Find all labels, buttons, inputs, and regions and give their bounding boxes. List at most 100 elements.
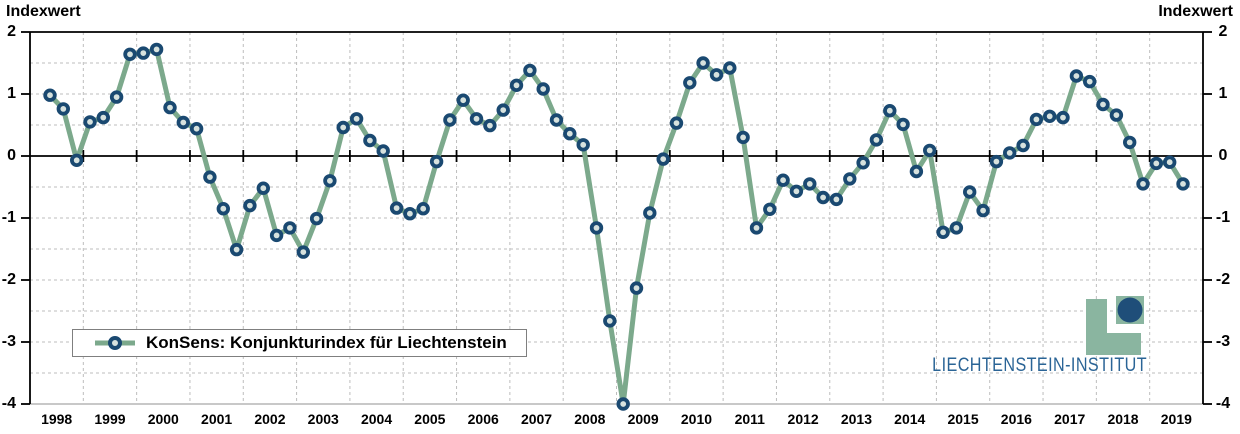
data-point xyxy=(909,164,924,179)
y-tick-label-left: 0 xyxy=(7,147,16,164)
data-point xyxy=(123,47,137,62)
data-point xyxy=(749,221,764,235)
data-point xyxy=(389,201,404,215)
data-point xyxy=(69,153,84,168)
institute-logo: LIECHTENSTEIN-INSTITUT xyxy=(887,293,1147,385)
data-point xyxy=(1162,155,1177,169)
x-tick-label: 2010 xyxy=(680,411,713,427)
data-point xyxy=(283,221,297,235)
data-point xyxy=(656,152,670,166)
data-point xyxy=(989,154,1004,169)
x-tick-label: 2007 xyxy=(520,411,553,427)
x-tick-label: 1998 xyxy=(41,411,73,427)
y-tick-label-left: -2 xyxy=(1,271,16,288)
data-point xyxy=(509,78,524,93)
data-point xyxy=(456,93,470,107)
x-tick-label: 2009 xyxy=(627,411,659,427)
data-point xyxy=(896,117,910,132)
right-axis-title: Indexwert xyxy=(1158,3,1233,20)
data-point xyxy=(763,202,777,217)
x-tick-label: 2012 xyxy=(787,411,819,427)
data-point xyxy=(1109,108,1124,122)
x-tick-label: 2014 xyxy=(894,411,926,427)
data-point xyxy=(1122,135,1137,150)
data-point xyxy=(723,61,737,75)
x-tick-label: 2011 xyxy=(734,411,765,427)
data-point xyxy=(1096,97,1110,112)
data-point xyxy=(576,138,590,152)
data-point xyxy=(563,126,577,141)
data-point xyxy=(603,314,617,328)
x-tick-label: 2001 xyxy=(201,411,233,427)
x-tick-label: 2013 xyxy=(840,411,872,427)
data-point xyxy=(469,112,484,126)
x-tick-label: 2004 xyxy=(360,411,393,427)
data-point xyxy=(536,82,550,96)
y-tick-label-left: -1 xyxy=(1,209,16,226)
data-point xyxy=(883,103,897,118)
data-point xyxy=(549,113,564,127)
data-point xyxy=(589,221,604,235)
data-point xyxy=(789,184,804,199)
data-point xyxy=(1029,112,1044,127)
data-point xyxy=(736,130,750,145)
x-tick-label: 2018 xyxy=(1107,411,1139,427)
legend-label: KonSens: Konjunkturindex für Liechtenste… xyxy=(146,333,507,352)
y-tick-label-right: -2 xyxy=(1215,271,1231,288)
data-point xyxy=(776,173,790,187)
data-point xyxy=(683,76,697,90)
data-point xyxy=(923,143,937,158)
data-point xyxy=(323,174,337,188)
data-point xyxy=(216,201,231,216)
data-point xyxy=(429,154,444,169)
y-tick-label-right: 0 xyxy=(1218,147,1228,164)
institute-logo-text: LIECHTENSTEIN-INSTITUT xyxy=(932,355,1147,376)
y-tick-label-left: 2 xyxy=(7,23,16,40)
data-point xyxy=(843,172,857,186)
data-point xyxy=(1149,156,1164,171)
legend-marker-icon xyxy=(95,336,135,350)
data-point xyxy=(176,115,191,130)
data-point xyxy=(163,100,177,115)
data-point xyxy=(269,228,284,243)
data-point xyxy=(523,63,537,78)
data-point xyxy=(376,144,390,158)
y-tick-label-left: -3 xyxy=(1,333,16,350)
data-point xyxy=(629,281,644,295)
data-point xyxy=(829,192,844,207)
data-point xyxy=(976,203,990,218)
data-point xyxy=(403,206,417,221)
data-point xyxy=(416,201,430,216)
x-tick-label: 2016 xyxy=(1000,411,1032,427)
data-point xyxy=(616,397,630,411)
data-point xyxy=(136,46,151,60)
data-point xyxy=(963,185,977,199)
x-tick-label: 2008 xyxy=(574,411,606,427)
data-point xyxy=(336,120,350,135)
data-point xyxy=(949,221,964,235)
legend: KonSens: Konjunkturindex für Liechtenste… xyxy=(72,329,527,357)
data-point xyxy=(1069,69,1084,83)
series-line xyxy=(47,46,1186,407)
y-tick-label-right: -1 xyxy=(1215,209,1231,226)
y-tick-label-left: 1 xyxy=(7,85,16,102)
data-point xyxy=(443,113,457,127)
data-point xyxy=(496,103,510,117)
data-point xyxy=(669,116,684,130)
data-point xyxy=(1136,177,1150,191)
x-tick-label: 2003 xyxy=(307,411,339,427)
data-point xyxy=(309,211,324,226)
logo-circle-icon xyxy=(1117,297,1143,323)
data-point xyxy=(1016,138,1030,153)
data-point xyxy=(256,181,271,195)
x-tick-label: 2002 xyxy=(254,411,286,427)
data-point xyxy=(696,56,710,70)
data-point xyxy=(363,133,377,148)
x-tick-label: 2000 xyxy=(147,411,179,427)
x-tick-label: 2015 xyxy=(947,411,979,427)
data-point xyxy=(816,190,830,205)
data-point xyxy=(483,118,497,133)
institute-logo-mark xyxy=(1086,296,1144,355)
